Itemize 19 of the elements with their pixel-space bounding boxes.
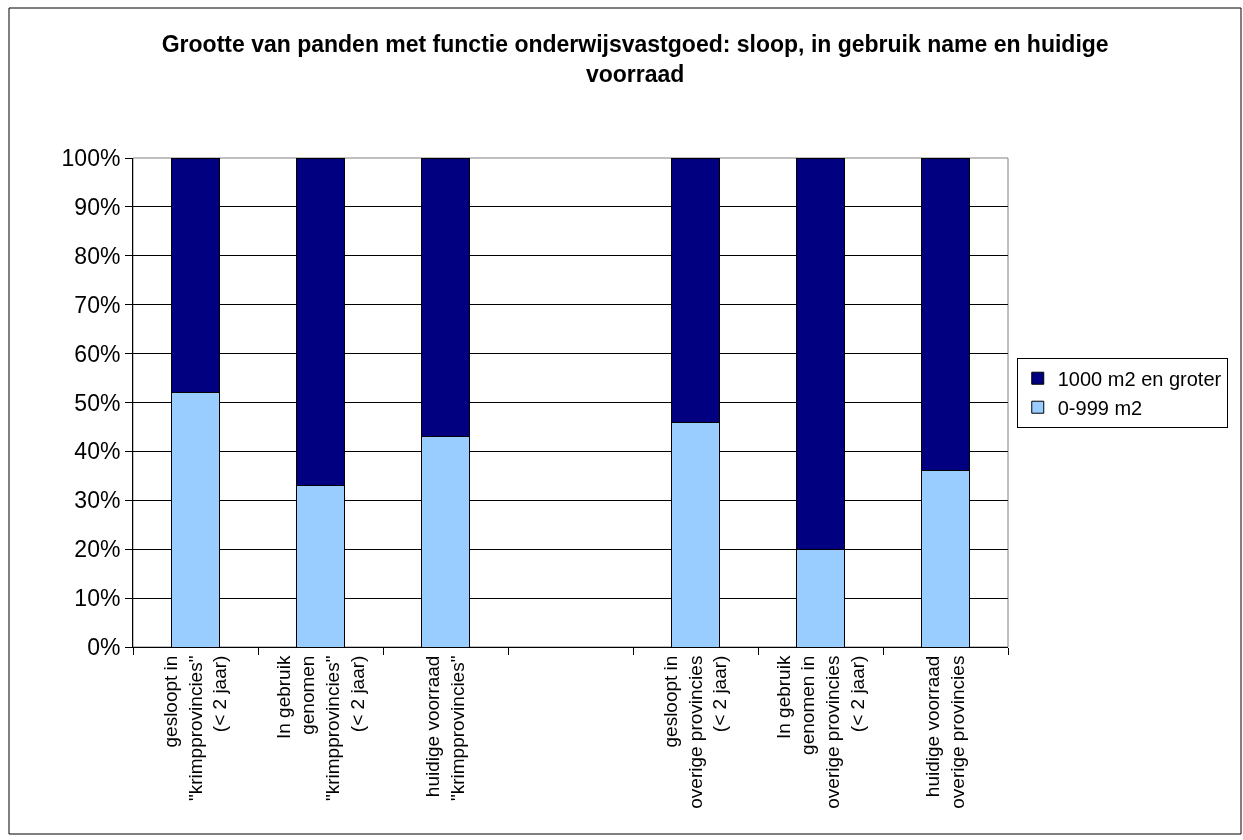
y-tick-label: 50% bbox=[74, 389, 121, 416]
y-tick-label: 60% bbox=[74, 340, 121, 367]
y-tick-label: 90% bbox=[74, 193, 121, 220]
y-tick-label: 40% bbox=[74, 438, 121, 465]
y-tick-label: 70% bbox=[74, 291, 121, 318]
y-tick-label: 100% bbox=[61, 145, 121, 172]
x-tick-label: In gebruik genomen in overige provincies (< 2 jaar) bbox=[772, 655, 868, 809]
x-tick-label: gesloopt in overige provincies (< 2 jaar) bbox=[659, 655, 731, 809]
legend-label: 0-999 m2 bbox=[1057, 397, 1143, 420]
x-tick-label: huidige voorraad "krimpprovincies" bbox=[422, 655, 469, 802]
y-tick-label: 0% bbox=[87, 634, 121, 661]
y-tick-label: 30% bbox=[74, 487, 121, 514]
x-tick-label: gesloopt in "krimpprovincies" (< 2 jaar) bbox=[159, 655, 231, 802]
x-tick-label: In gebruik genomen "krimpprovincies" (< 2 jaar) bbox=[272, 655, 368, 802]
y-tick-label: 10% bbox=[74, 585, 121, 612]
y-tick-label: 80% bbox=[74, 242, 121, 269]
y-tick-label: 20% bbox=[74, 536, 121, 563]
legend-label: 1000 m2 en groter bbox=[1057, 368, 1222, 391]
chart-title: Grootte van panden met functie onderwijsvastgoed: sloop, in gebruik name en huidige voorraad bbox=[161, 31, 1109, 87]
